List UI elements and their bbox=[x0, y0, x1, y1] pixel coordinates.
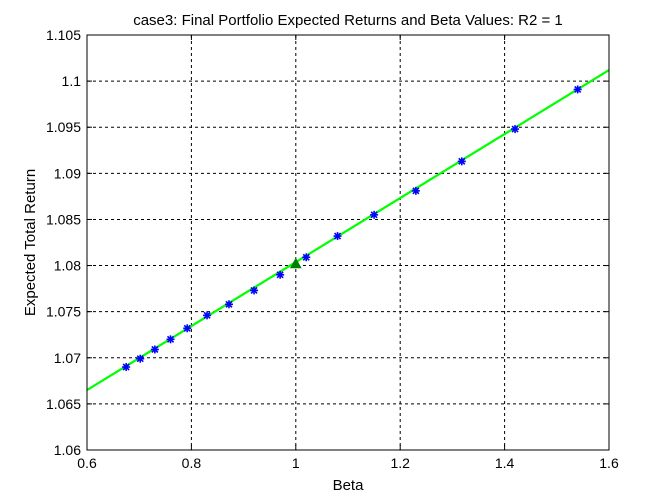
data-point-asterisk bbox=[276, 270, 285, 279]
data-point-asterisk bbox=[250, 286, 259, 295]
y-axis-label: Expected Total Return bbox=[22, 169, 39, 316]
data-point-asterisk bbox=[150, 345, 159, 354]
data-point-asterisk bbox=[457, 157, 466, 166]
axes-box bbox=[86, 34, 610, 451]
data-point-asterisk bbox=[573, 85, 582, 94]
x-axis-label: Beta bbox=[333, 477, 365, 494]
plot-area bbox=[87, 35, 609, 450]
data-point-asterisk bbox=[183, 324, 192, 333]
data-point-asterisk bbox=[166, 335, 175, 344]
x-tick-label: 1 bbox=[292, 455, 300, 471]
x-tick-label: 1.2 bbox=[390, 455, 410, 471]
tick-layer: 0.6 0.8 1 1.2 1.4 1.6 1.06 1.065 1.07 1.075 1.08 1.… bbox=[46, 27, 619, 471]
series-layer bbox=[86, 69, 610, 391]
plot-background bbox=[87, 35, 609, 450]
data-point-triangle bbox=[289, 257, 302, 269]
grid bbox=[87, 35, 609, 450]
y-tick-label: 1.06 bbox=[54, 442, 81, 458]
x-tick-label: 0.6 bbox=[77, 455, 97, 471]
y-tick-label: 1.07 bbox=[54, 350, 81, 366]
data-point-asterisk bbox=[203, 311, 212, 320]
data-point-asterisk bbox=[302, 253, 311, 262]
fit-line bbox=[86, 69, 610, 391]
x-tick-label: 1.6 bbox=[599, 455, 619, 471]
chart-title: case3: Final Portfolio Expected Returns … bbox=[133, 12, 563, 29]
y-tick-label: 1.075 bbox=[46, 304, 81, 320]
data-point-asterisk bbox=[370, 210, 379, 219]
data-point-asterisk bbox=[411, 186, 420, 195]
y-tick-label: 1.085 bbox=[46, 211, 81, 227]
x-tick-label: 0.8 bbox=[182, 455, 202, 471]
y-tick-label: 1.1 bbox=[62, 73, 82, 89]
data-point-asterisk bbox=[333, 232, 342, 241]
y-tick-label: 1.065 bbox=[46, 396, 81, 412]
y-tick-label: 1.095 bbox=[46, 119, 81, 135]
x-tick-label: 1.4 bbox=[495, 455, 515, 471]
data-point-asterisk bbox=[122, 363, 131, 371]
y-tick-label: 1.105 bbox=[46, 27, 81, 43]
data-point-asterisk bbox=[136, 354, 145, 363]
axes-frame bbox=[86, 34, 610, 451]
y-tick-label: 1.09 bbox=[54, 165, 81, 181]
y-tick-label: 1.08 bbox=[54, 258, 81, 274]
data-point-asterisk bbox=[511, 125, 520, 134]
data-point-asterisk bbox=[224, 300, 233, 309]
